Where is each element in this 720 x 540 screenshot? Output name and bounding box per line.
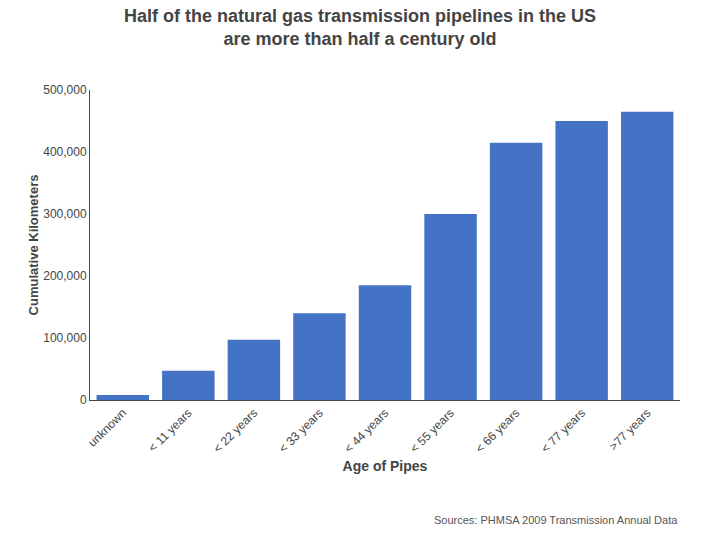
svg-text:200,000: 200,000 bbox=[43, 269, 87, 283]
svg-text:100,000: 100,000 bbox=[43, 331, 87, 345]
svg-text:Cumulative Kilometers: Cumulative Kilometers bbox=[26, 175, 41, 316]
svg-text:400,000: 400,000 bbox=[43, 145, 87, 159]
svg-text:unknown: unknown bbox=[85, 406, 129, 450]
svg-text:Age of Pipes: Age of Pipes bbox=[343, 458, 428, 474]
svg-text:0: 0 bbox=[80, 393, 87, 407]
svg-text:< 77 years: < 77 years bbox=[538, 406, 588, 456]
svg-text:< 66 years: < 66 years bbox=[473, 406, 523, 456]
svg-text:Half of the natural gas transm: Half of the natural gas transmission pip… bbox=[124, 6, 596, 49]
svg-text:>77 years: >77 years bbox=[606, 406, 653, 453]
svg-text:< 22 years: < 22 years bbox=[210, 406, 260, 456]
svg-text:< 11 years: < 11 years bbox=[146, 406, 195, 455]
svg-text:< 33 years: < 33 years bbox=[276, 406, 326, 456]
svg-text:< 44 years: < 44 years bbox=[342, 406, 392, 456]
svg-text:500,000: 500,000 bbox=[43, 83, 87, 97]
svg-text:300,000: 300,000 bbox=[43, 207, 87, 221]
svg-text:Sources: PHMSA 2009 Transmissi: Sources: PHMSA 2009 Transmission Annual … bbox=[434, 514, 678, 526]
svg-text:< 55 years: < 55 years bbox=[407, 406, 457, 456]
